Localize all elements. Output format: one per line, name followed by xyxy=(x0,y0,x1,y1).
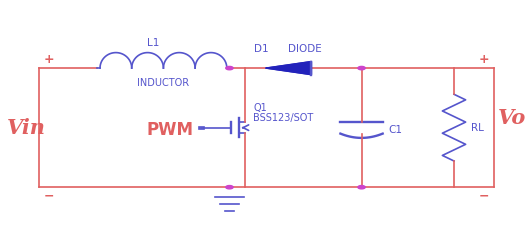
Text: +: + xyxy=(479,53,489,66)
Text: RL: RL xyxy=(471,123,484,133)
Circle shape xyxy=(358,67,365,70)
Text: C1: C1 xyxy=(388,125,402,135)
Text: −: − xyxy=(479,190,489,203)
Text: INDUCTOR: INDUCTOR xyxy=(137,78,189,88)
Polygon shape xyxy=(267,62,311,74)
Text: −: − xyxy=(44,190,54,203)
Circle shape xyxy=(226,186,233,189)
Text: PWM: PWM xyxy=(146,121,194,139)
Bar xyxy=(200,127,204,129)
Text: D1: D1 xyxy=(254,44,269,54)
Text: L1: L1 xyxy=(147,38,159,48)
Circle shape xyxy=(226,67,233,70)
Text: Q1: Q1 xyxy=(253,103,267,113)
Text: DIODE: DIODE xyxy=(288,44,321,54)
Text: Vin: Vin xyxy=(6,118,45,138)
Text: +: + xyxy=(44,53,54,66)
Circle shape xyxy=(358,186,365,189)
Text: Vo: Vo xyxy=(498,108,526,128)
Text: BSS123/SOT: BSS123/SOT xyxy=(253,113,313,123)
